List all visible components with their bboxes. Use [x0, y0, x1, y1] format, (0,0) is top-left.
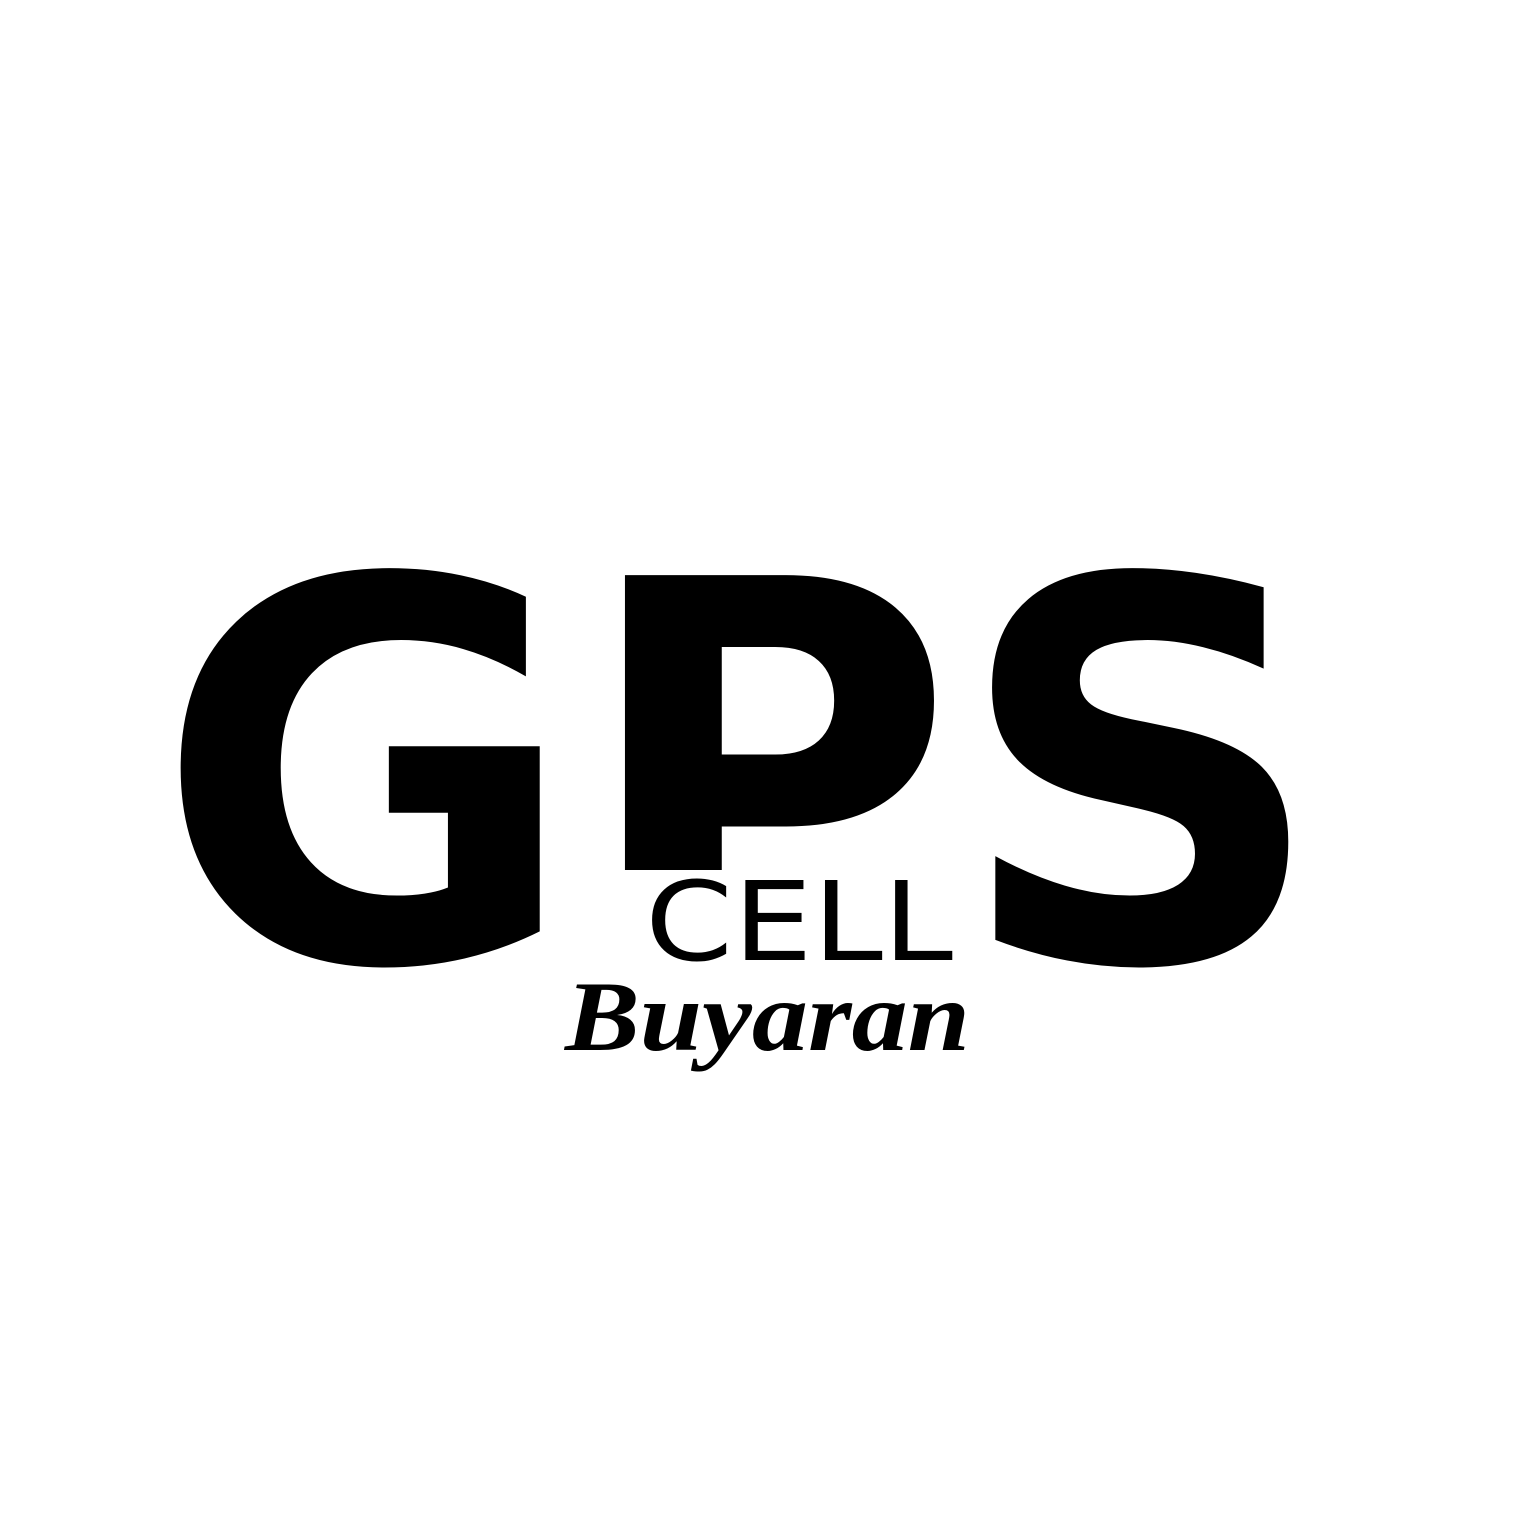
- wordmark: GPS: [155, 470, 1326, 1085]
- subword-knockout: [560, 870, 980, 970]
- tagline: Buyaran: [564, 961, 970, 1072]
- subword: CELL: [645, 858, 953, 986]
